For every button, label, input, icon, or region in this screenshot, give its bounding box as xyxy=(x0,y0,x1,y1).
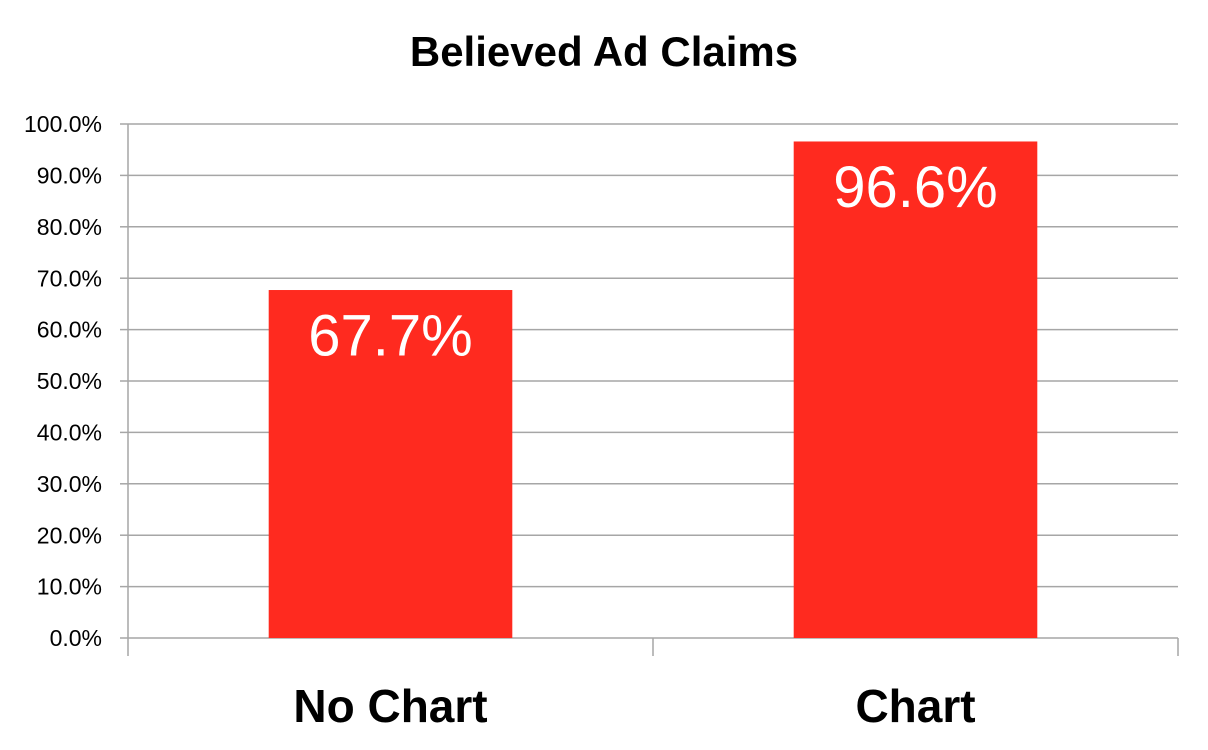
y-tick-label: 20.0% xyxy=(37,522,102,548)
y-tick-label: 100.0% xyxy=(24,111,102,137)
bar xyxy=(793,141,1038,638)
y-tick-label: 30.0% xyxy=(37,471,102,497)
y-tick-label: 40.0% xyxy=(37,419,102,445)
chart-title: Believed Ad Claims xyxy=(410,28,798,75)
value-label: 67.7% xyxy=(308,303,472,368)
y-tick-label: 0.0% xyxy=(50,625,102,651)
y-tick-label: 90.0% xyxy=(37,162,102,188)
x-tick-label: Chart xyxy=(855,680,975,732)
y-tick-label: 80.0% xyxy=(37,214,102,240)
y-tick-label: 50.0% xyxy=(37,368,102,394)
bar xyxy=(268,290,513,638)
y-tick-label: 10.0% xyxy=(37,574,102,600)
value-label: 96.6% xyxy=(833,155,997,220)
y-tick-label: 70.0% xyxy=(37,265,102,291)
y-tick-label: 60.0% xyxy=(37,317,102,343)
x-tick-label: No Chart xyxy=(293,680,487,732)
